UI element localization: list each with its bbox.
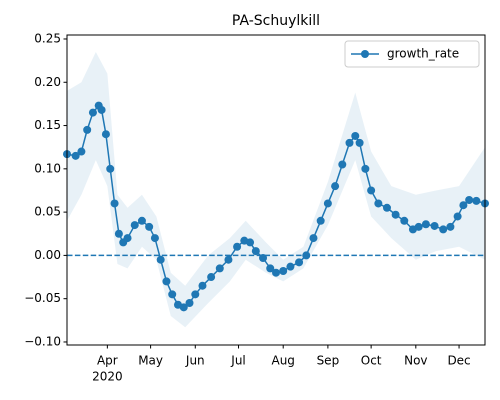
marker xyxy=(302,251,311,260)
legend-marker xyxy=(361,50,369,58)
marker xyxy=(272,268,280,277)
marker xyxy=(453,212,462,221)
x-tick-label: Jun xyxy=(185,354,205,368)
marker xyxy=(309,234,318,243)
marker xyxy=(266,264,275,273)
x-tick-label: Sep xyxy=(317,354,340,368)
marker xyxy=(421,220,430,229)
marker xyxy=(367,186,376,195)
marker xyxy=(259,253,268,262)
marker xyxy=(446,222,455,231)
marker xyxy=(106,164,115,173)
legend: growth_rate xyxy=(344,40,480,68)
marker xyxy=(110,199,119,208)
x-tick-label: Aug xyxy=(271,354,294,368)
marker xyxy=(295,258,304,267)
marker xyxy=(439,225,448,234)
marker xyxy=(279,266,288,275)
y-tick-label: 0.05 xyxy=(34,205,61,219)
marker xyxy=(215,264,224,273)
x-tick-label: Jul xyxy=(230,354,245,368)
marker xyxy=(323,199,332,208)
y-tick-label: −0.05 xyxy=(24,291,61,305)
marker xyxy=(465,195,474,204)
marker xyxy=(168,290,177,299)
marker xyxy=(391,210,400,219)
marker xyxy=(114,229,123,238)
marker xyxy=(88,108,97,117)
marker xyxy=(355,138,364,147)
x-tick-label: Apr xyxy=(97,354,118,368)
marker xyxy=(145,222,154,231)
marker xyxy=(316,216,325,225)
x-offset-label: 2020 xyxy=(92,370,123,384)
x-tick-label: Oct xyxy=(361,354,382,368)
marker xyxy=(382,203,391,212)
marker xyxy=(338,160,347,169)
plot-frame xyxy=(66,34,486,346)
marker xyxy=(459,201,468,210)
marker xyxy=(123,234,132,243)
marker xyxy=(156,255,165,264)
marker xyxy=(179,303,188,312)
marker xyxy=(233,242,242,251)
marker xyxy=(83,125,92,134)
marker xyxy=(414,222,423,231)
series-line xyxy=(66,104,486,309)
marker xyxy=(400,216,409,225)
marker xyxy=(137,216,146,225)
marker xyxy=(150,234,159,243)
y-tick-label: −0.10 xyxy=(24,334,61,348)
marker xyxy=(251,247,260,256)
marker xyxy=(198,281,207,290)
marker xyxy=(224,255,233,264)
marker xyxy=(191,290,200,299)
marker xyxy=(246,238,255,247)
y-tick-label: 0.25 xyxy=(34,31,61,45)
y-tick-label: 0.10 xyxy=(34,161,61,175)
x-tick-label: May xyxy=(138,354,163,368)
marker xyxy=(361,164,370,173)
marker xyxy=(130,221,139,230)
marker xyxy=(101,130,110,139)
marker xyxy=(77,147,86,156)
marker xyxy=(345,138,354,147)
legend-label: growth_rate xyxy=(387,47,459,61)
marker xyxy=(331,182,340,191)
marker xyxy=(97,105,106,114)
marker xyxy=(374,199,383,208)
marker xyxy=(351,131,360,140)
marker xyxy=(207,273,216,282)
marker xyxy=(430,221,439,230)
y-tick-label: 0.00 xyxy=(34,248,61,262)
y-tick-label: 0.20 xyxy=(34,75,61,89)
y-tick-label: 0.15 xyxy=(34,118,61,132)
confidence-band xyxy=(67,51,485,328)
x-tick-label: Dec xyxy=(447,354,470,368)
x-tick-label: Nov xyxy=(404,354,427,368)
chart-title: PA-Schuylkill xyxy=(232,13,320,29)
marker xyxy=(71,151,80,160)
legend-box xyxy=(344,40,480,68)
marker xyxy=(286,262,295,271)
marker xyxy=(472,196,481,205)
marker xyxy=(185,299,194,308)
marker xyxy=(162,277,171,286)
